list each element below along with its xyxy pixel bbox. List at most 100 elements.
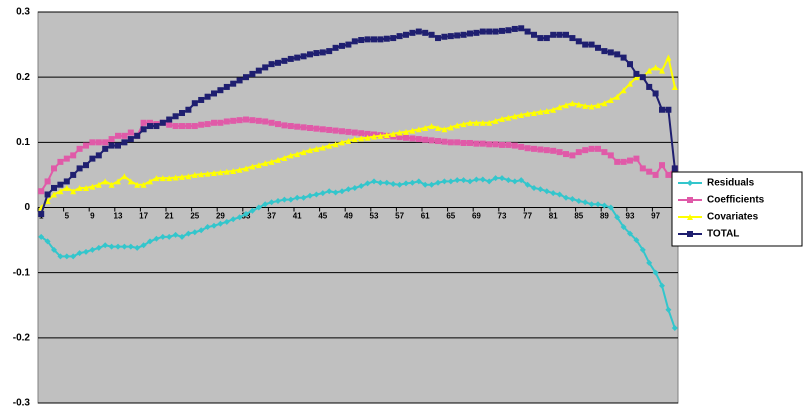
- marker: [211, 90, 217, 97]
- marker: [543, 147, 550, 154]
- marker: [607, 204, 614, 211]
- marker: [633, 70, 640, 77]
- marker: [249, 117, 256, 124]
- marker: [204, 224, 211, 231]
- marker: [313, 145, 320, 152]
- marker: [51, 246, 57, 253]
- marker: [524, 145, 531, 152]
- marker: [339, 42, 345, 49]
- marker: [569, 196, 576, 203]
- marker: [332, 44, 339, 51]
- marker: [454, 32, 461, 39]
- marker: [588, 145, 595, 152]
- marker: [422, 29, 429, 36]
- marker: [403, 128, 409, 135]
- x-tick-label: 29: [216, 212, 225, 221]
- marker: [243, 74, 249, 81]
- legend-label: Residuals: [707, 178, 755, 189]
- marker: [249, 207, 256, 214]
- marker: [454, 139, 461, 146]
- marker: [243, 211, 249, 218]
- marker: [172, 231, 179, 238]
- x-tick-label: 81: [549, 212, 558, 221]
- marker: [531, 145, 537, 152]
- marker: [556, 149, 563, 156]
- marker: [95, 139, 102, 146]
- marker: [486, 119, 493, 126]
- marker: [390, 181, 397, 188]
- marker: [204, 121, 211, 128]
- x-tick-label: 89: [600, 212, 609, 221]
- marker: [492, 117, 499, 124]
- marker: [659, 282, 665, 289]
- marker: [70, 152, 77, 159]
- y-tick-label: 0.1: [16, 137, 30, 148]
- marker: [95, 244, 102, 251]
- x-tick-label: 25: [190, 212, 199, 221]
- marker: [441, 138, 448, 145]
- marker: [89, 139, 96, 146]
- marker: [627, 61, 633, 68]
- marker: [492, 141, 499, 148]
- marker: [140, 181, 147, 188]
- marker: [537, 146, 544, 153]
- marker: [383, 35, 390, 42]
- marker: [83, 184, 89, 191]
- marker: [326, 126, 333, 133]
- series-line: [40, 27, 676, 215]
- y-tick-label: 0.3: [16, 7, 30, 18]
- marker: [249, 163, 256, 170]
- marker: [319, 49, 326, 56]
- marker: [652, 269, 659, 276]
- marker: [473, 29, 480, 36]
- marker: [102, 178, 109, 185]
- marker: [403, 134, 409, 141]
- marker: [44, 197, 51, 204]
- marker: [281, 154, 288, 161]
- marker: [601, 149, 608, 156]
- marker: [134, 132, 141, 139]
- marker: [601, 100, 608, 107]
- marker: [339, 188, 345, 195]
- marker: [191, 229, 198, 236]
- marker: [601, 48, 608, 55]
- marker: [102, 242, 109, 249]
- marker: [563, 31, 569, 38]
- marker: [307, 192, 313, 199]
- marker: [211, 169, 217, 176]
- marker: [441, 33, 448, 40]
- marker: [569, 100, 576, 107]
- marker: [217, 220, 224, 227]
- marker: [595, 44, 601, 51]
- marker: [550, 190, 557, 197]
- marker: [364, 36, 371, 43]
- marker: [479, 119, 486, 126]
- marker: [371, 36, 377, 43]
- marker: [486, 28, 493, 35]
- marker: [63, 155, 70, 162]
- marker: [511, 178, 518, 185]
- marker: [428, 123, 435, 130]
- marker: [255, 204, 262, 211]
- marker: [268, 61, 275, 68]
- marker: [505, 141, 512, 148]
- marker: [537, 186, 544, 193]
- x-tick-label: 97: [651, 212, 660, 221]
- marker: [479, 28, 486, 35]
- marker: [639, 74, 646, 81]
- marker: [582, 102, 589, 109]
- marker: [422, 136, 429, 143]
- marker: [332, 127, 339, 134]
- marker: [319, 190, 326, 197]
- marker: [57, 158, 64, 165]
- marker: [575, 101, 582, 108]
- legend-label: Covariates: [707, 212, 759, 223]
- marker: [115, 132, 121, 139]
- marker: [275, 156, 281, 163]
- marker: [332, 141, 339, 148]
- marker: [185, 230, 192, 237]
- x-tick-label: 41: [293, 212, 302, 221]
- marker: [166, 175, 173, 182]
- marker: [428, 181, 435, 188]
- marker: [671, 83, 678, 90]
